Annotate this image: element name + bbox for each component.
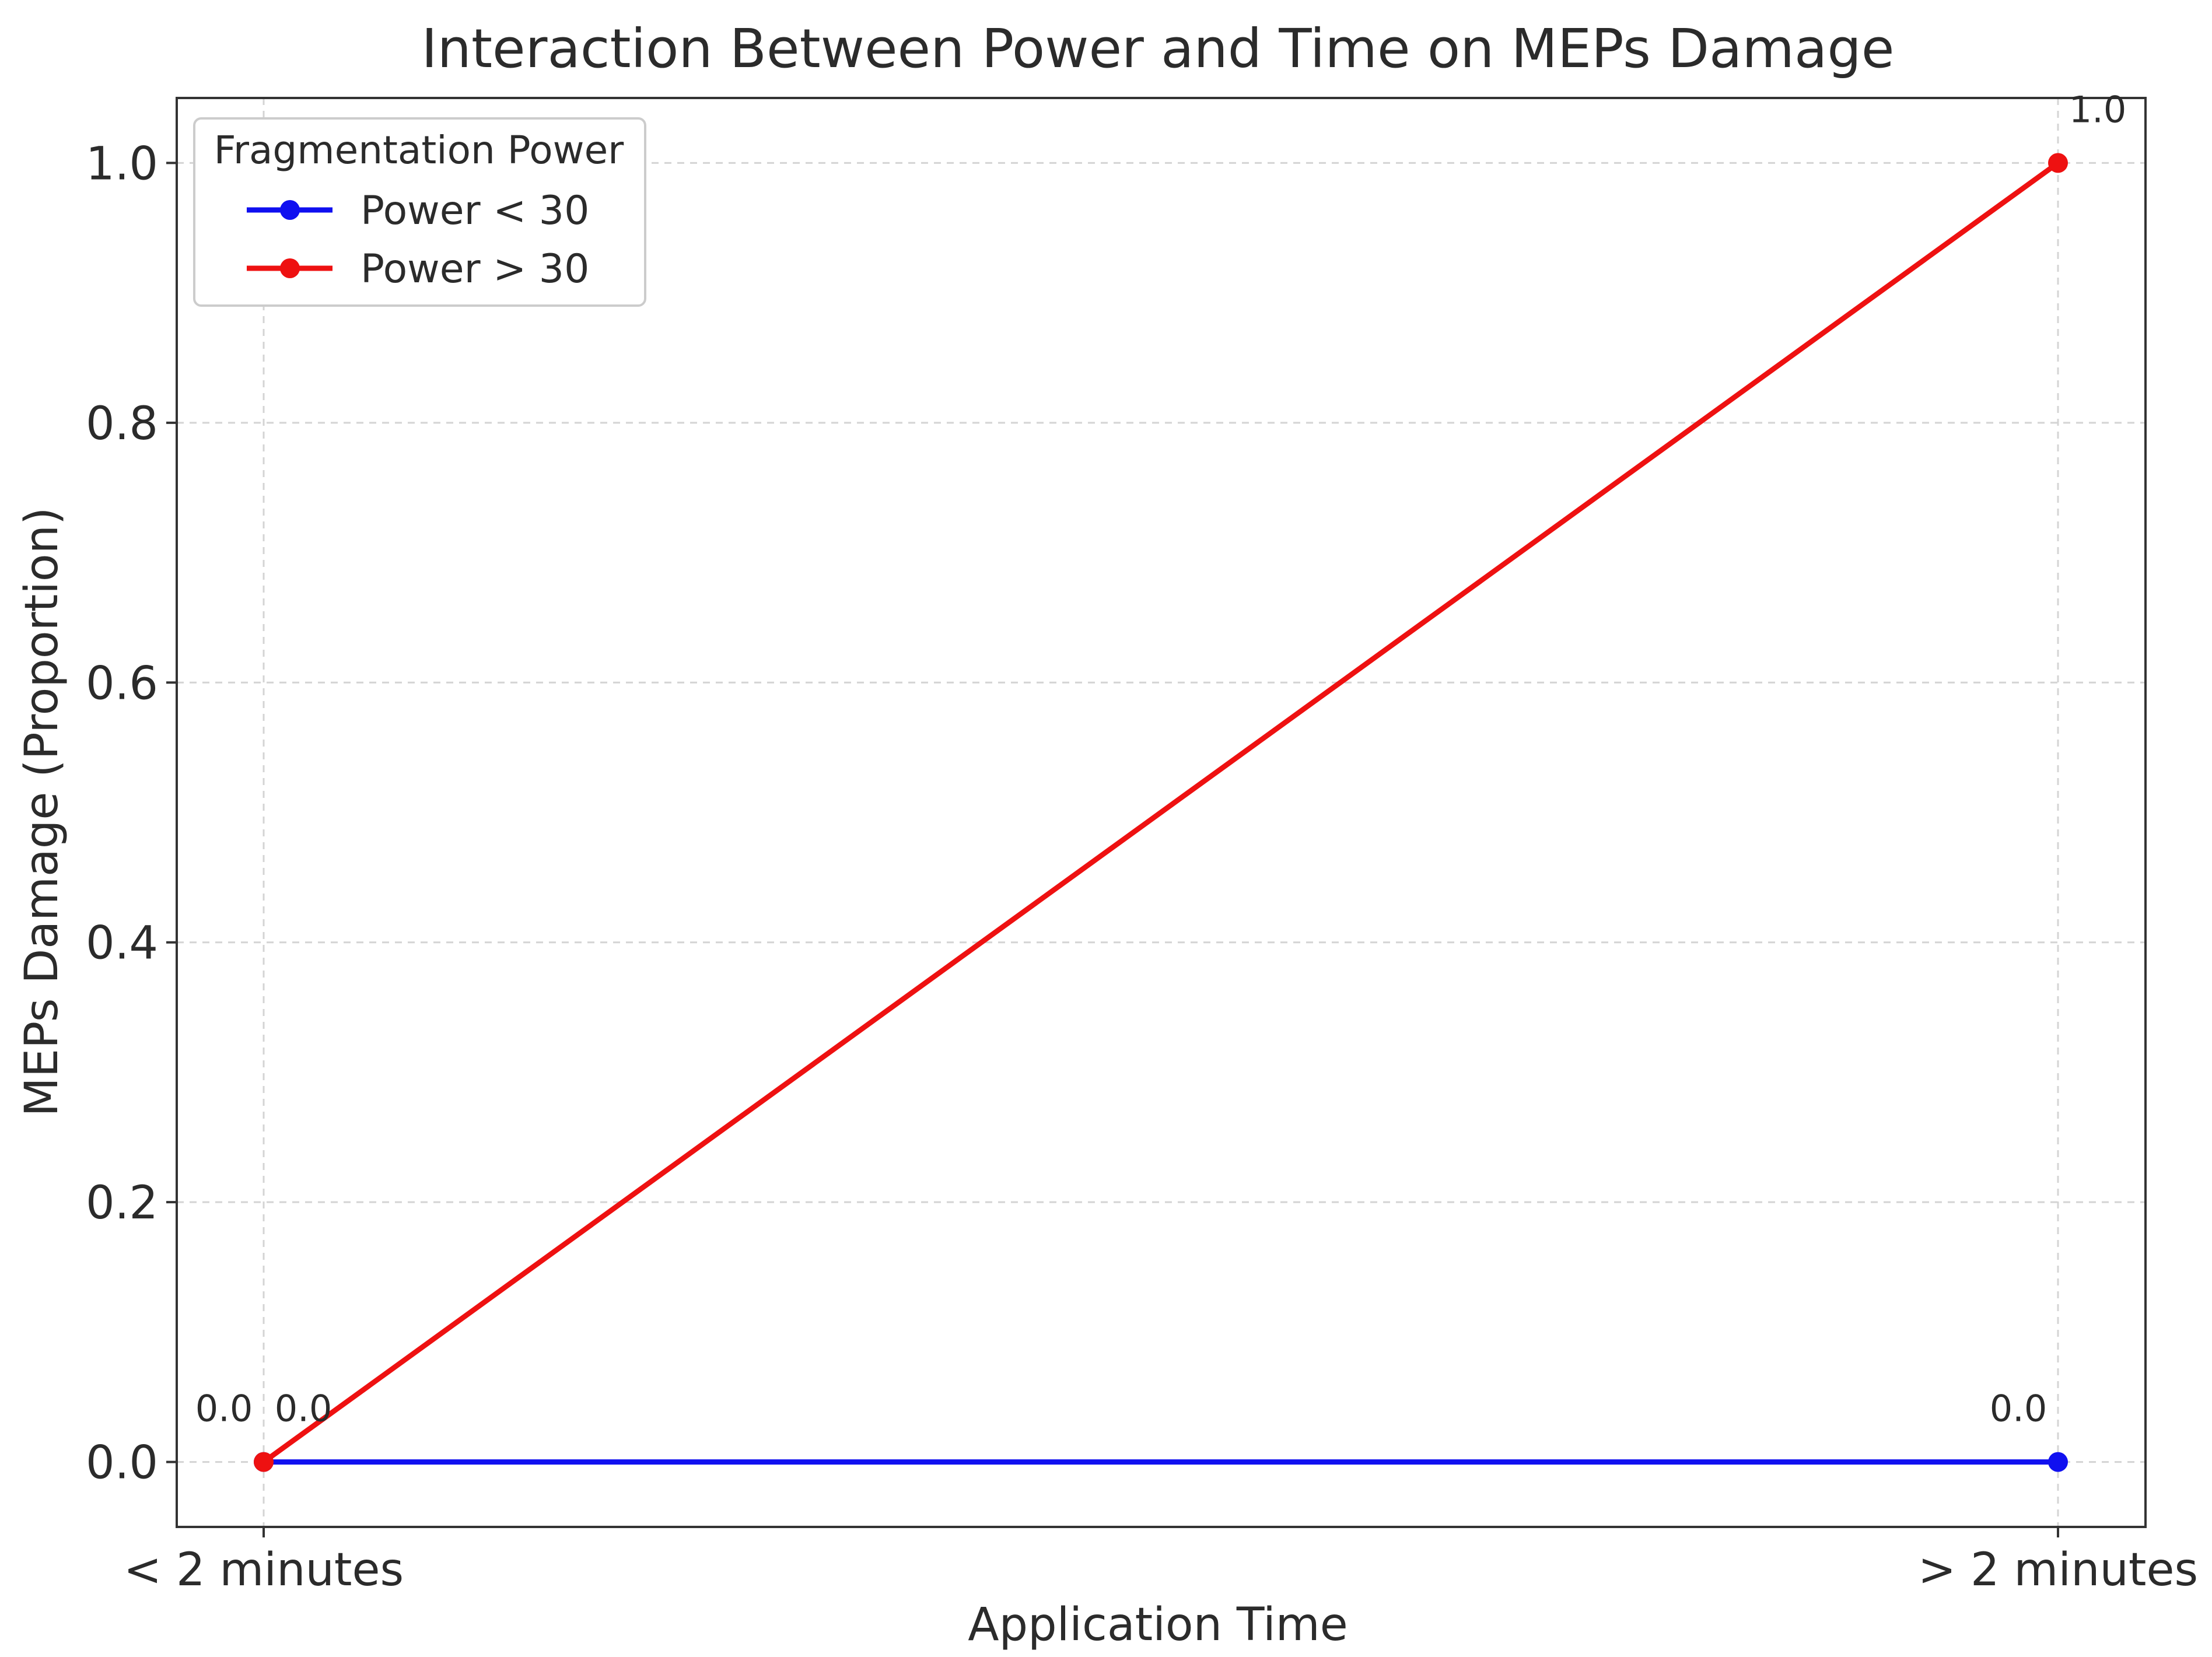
data-label: 1.0 [2069,88,2127,131]
x-tick-label: > 2 minutes [1918,1544,2198,1596]
legend-swatch-marker [280,258,300,278]
legend-label: Power > 30 [360,246,589,292]
y-axis-label: MEPs Damage (Proportion) [16,507,68,1117]
series-1-point [2048,153,2068,173]
data-label: 0.0 [195,1388,253,1430]
x-tick-label: < 2 minutes [124,1544,404,1596]
y-tick-label: 1.0 [86,138,158,190]
series-line-1 [261,160,2061,1465]
legend-swatch-marker [280,200,300,220]
y-tick-label: 0.2 [86,1177,158,1229]
series [254,153,2068,1472]
axis-ticks: 0.0 0.2 0.4 0.6 0.8 1.0 < 2 minutes > 2 minutes [86,138,2198,1596]
y-tick-label: 0.0 [86,1437,158,1490]
series-1-point [254,1452,274,1472]
data-labels: 0.0 0.0 0.0 1.0 [195,88,2127,1430]
series-0-point [2048,1452,2068,1472]
legend: Fragmentation Power Power < 30 Power > 30 [193,117,646,307]
chart-title: Interaction Between Power and Time on ME… [422,17,1895,80]
data-label: 0.0 [275,1388,332,1430]
legend-title: Fragmentation Power [214,128,625,173]
legend-items: Power < 30 Power > 30 [247,188,589,292]
y-tick-label: 0.8 [86,398,158,450]
legend-label: Power < 30 [360,188,589,234]
legend-box [193,117,646,307]
y-tick-label: 0.6 [86,657,158,710]
data-label: 0.0 [1990,1388,2048,1430]
y-tick-label: 0.4 [86,917,158,970]
x-axis-label: Application Time [968,1599,1348,1651]
plot-area-frame [176,97,2147,1528]
